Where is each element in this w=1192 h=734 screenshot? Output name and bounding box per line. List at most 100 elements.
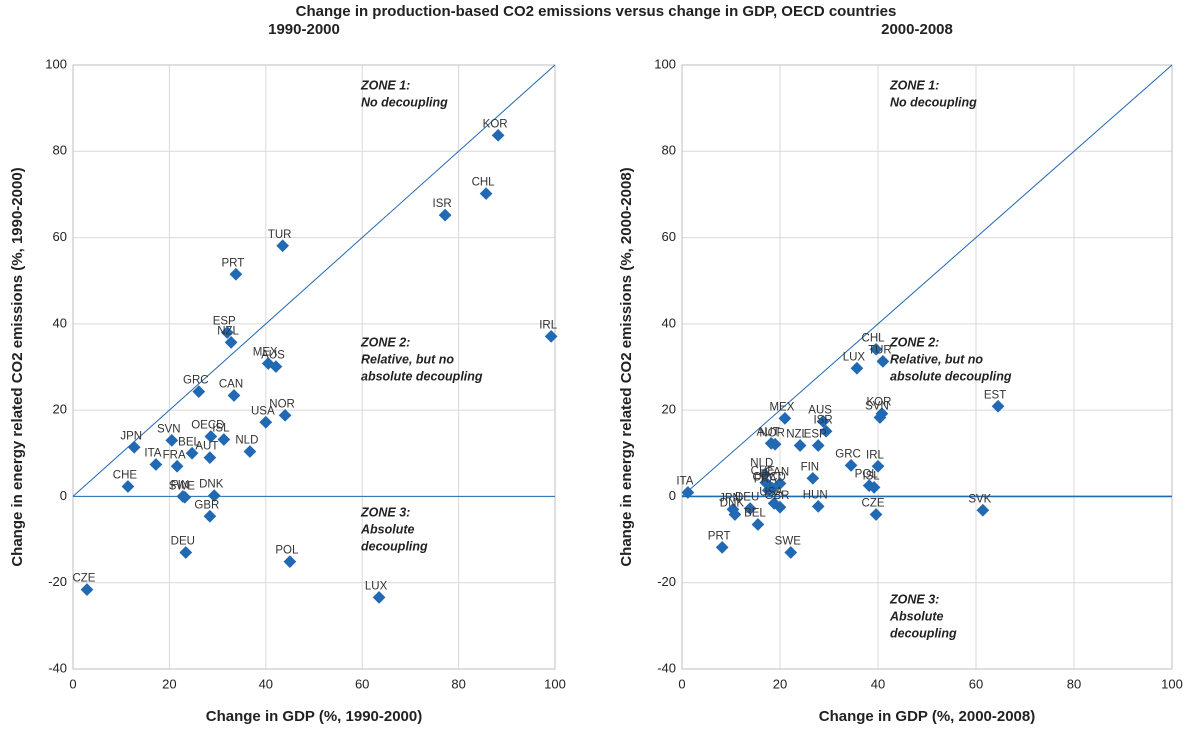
zone-annotation: ZONE 2: [889,335,939,349]
point-label: JPN [120,430,142,442]
point-label: JPN [719,492,741,504]
chart-title: Change in production-based CO2 emissions… [296,3,897,20]
zone-annotation: ZONE 2: [360,335,410,349]
x-axis-label: Change in GDP (%, 2000-2008) [819,708,1035,725]
zone-annotation: ZONE 3: [360,505,410,519]
point-label: CHE [751,466,776,478]
y-tick-label: 80 [53,143,67,158]
y-axis-label: Change in energy related CO2 emissions (… [9,167,26,566]
chart-subtitle: 1990-2000 [268,21,340,38]
point [204,430,218,443]
y-tick-label: -20 [657,574,676,589]
point [149,458,163,471]
point-label: CAN [765,467,789,479]
point [217,433,231,446]
point [869,508,883,521]
point-label: MEX [769,401,794,413]
zone-annotation: ZONE 3: [889,592,939,606]
point-label: DNK [199,479,224,491]
zone-annotation: decoupling [890,626,957,640]
point [179,546,193,559]
zone-annotation: No decoupling [361,95,448,109]
y-tick-label: -20 [48,574,67,589]
y-tick-label: 40 [53,315,67,330]
point-label: FIN [171,479,190,491]
point-label: GBR [194,499,219,511]
point [259,415,273,429]
x-tick-label: 20 [162,676,176,691]
point-label: GRC [835,448,861,460]
y-tick-label: 20 [662,402,676,417]
point [224,336,238,349]
y-tick-label: 60 [53,229,67,244]
point-label: ITA [676,476,693,488]
x-tick-label: 0 [678,676,685,691]
point-label: SVN [157,423,181,435]
point [192,385,206,398]
plot-frame [681,64,1173,670]
zone-annotation: Absolute [360,522,415,536]
point [278,408,292,422]
point [207,489,221,502]
y-axis-label: Change in energy related CO2 emissions (… [618,167,635,566]
point-label: CZE [862,498,885,510]
point [479,187,493,200]
parity-line [681,64,1173,497]
point-label: POL [275,545,299,557]
point [121,480,135,493]
point [793,439,807,452]
point-label: TUR [268,229,292,241]
point-label: LUX [843,351,866,363]
point [178,490,192,504]
point-label: KOR [866,397,891,409]
point-label: ISL [212,423,230,435]
y-tick-label: 100 [45,56,67,71]
point-label: FRA [163,449,186,461]
point [170,459,184,473]
point-label: ESP [213,316,236,328]
point-label: POL [855,469,879,481]
point-label: CZE [72,573,95,585]
point [185,446,199,460]
point-label: SWE [775,536,802,548]
zone-annotation: No decoupling [890,95,977,109]
point [751,518,765,531]
x-tick-label: 20 [773,676,787,691]
x-tick-label: 40 [259,676,273,691]
point [229,267,243,281]
x-tick-label: 60 [355,676,369,691]
point-label: NLD [750,457,773,469]
x-axis-label: Change in GDP (%, 1990-2000) [206,708,422,725]
y-tick-label: 80 [662,143,676,158]
point [220,326,234,339]
point-label: AUT [195,441,218,453]
point-label: NOR [759,427,785,439]
point [372,591,386,604]
point-label: OECD [191,419,224,431]
y-tick-label: 0 [669,488,676,503]
x-tick-label: 80 [1067,676,1081,691]
point-label: GRC [183,375,209,387]
zone-annotation: absolute decoupling [361,369,483,383]
point-label: AUS [261,350,285,362]
point [276,239,290,253]
point [283,555,297,568]
point-label: USA [251,405,275,417]
point-label: PRT [222,257,245,269]
point-label: ISR [813,414,832,426]
point [850,361,864,375]
point-label: NOR [269,398,295,410]
y-tick-label: -40 [48,660,67,675]
point-label: IRL [539,319,558,331]
zone-annotation: Relative, but no [361,352,454,366]
point-label: KOR [483,118,508,130]
zone-annotation: absolute decoupling [890,369,1012,383]
point-label: CHL [472,177,496,189]
point-label: ISL [862,470,880,482]
y-tick-label: 60 [662,229,676,244]
point [269,360,283,373]
x-tick-label: 100 [544,676,566,691]
point [491,128,505,142]
point-label: LUX [365,580,388,592]
